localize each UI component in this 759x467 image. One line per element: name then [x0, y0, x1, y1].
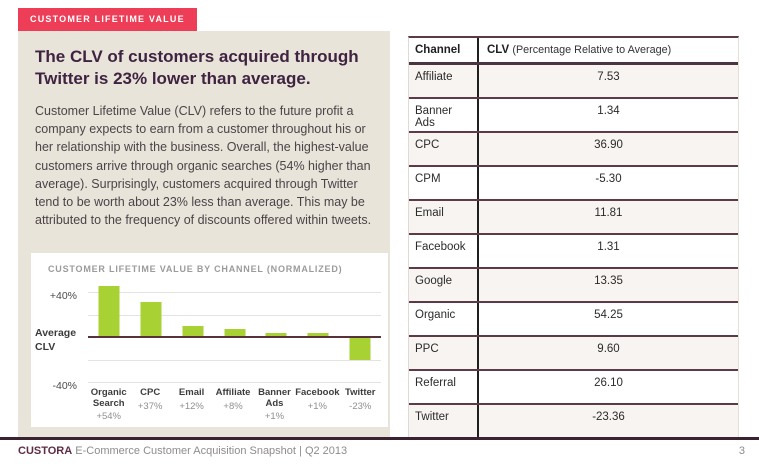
footer-divider [0, 437, 759, 440]
clv-cell: 7.53 [597, 71, 620, 83]
clv-cell: -5.30 [595, 173, 622, 185]
x-axis-label: CPC +37% [129, 387, 170, 422]
table-row: PPC 9.60 [409, 337, 738, 371]
table-header-row: Channel CLV (Percentage Relative to Aver… [409, 38, 738, 65]
clv-cell: 1.34 [597, 105, 620, 117]
table-row: Referral 26.10 [409, 371, 738, 405]
table-row: Facebook 1.31 [409, 235, 738, 269]
table-row: Twitter -23.36 [409, 405, 738, 439]
channel-cell: Facebook [409, 235, 479, 267]
table-row: CPM -5.30 [409, 167, 738, 201]
gridline [88, 292, 381, 293]
channel-cell: Email [409, 201, 479, 233]
chart-plot [88, 285, 381, 383]
category-value: -23% [349, 400, 372, 412]
category-value: +1% [307, 400, 327, 412]
zero-axis-line [88, 336, 381, 338]
table-row: CPC 36.90 [409, 133, 738, 167]
section-badge: CUSTOMER LIFETIME VALUE [18, 8, 197, 31]
category-name: CPC [140, 387, 161, 398]
brand-logo-text: CUSTORA [18, 445, 73, 457]
gridline [88, 359, 381, 361]
category-value: +12% [179, 400, 204, 412]
channel-cell: CPM [409, 167, 479, 199]
table-row: Banner Ads 1.34 [409, 99, 738, 133]
category-value: +1% [264, 411, 285, 422]
footer-caption: E-Commerce Customer Acquisition Snapshot… [75, 445, 348, 457]
chart-card: CUSTOMER LIFETIME VALUE BY CHANNEL (NORM… [31, 253, 388, 427]
page-number: 3 [738, 445, 745, 457]
table-row: Google 13.35 [409, 269, 738, 303]
chart-bar [349, 338, 371, 360]
summary-paragraph: Customer Lifetime Value (CLV) refers to … [35, 104, 372, 228]
channel-cell: Organic [409, 303, 479, 335]
clv-column-header: CLV (Percentage Relative to Average) [487, 44, 672, 56]
clv-cell: 54.25 [594, 309, 623, 321]
table-row: Organic 54.25 [409, 303, 738, 337]
chart-title: CUSTOMER LIFETIME VALUE BY CHANNEL (NORM… [48, 264, 343, 274]
summary-panel: The CLV of customers acquired through Tw… [18, 31, 390, 437]
chart-bars [88, 285, 381, 382]
category-name: Twitter [345, 387, 376, 398]
channel-column-header: Channel [409, 38, 479, 62]
bar-column [88, 285, 130, 382]
chart-x-labels: Organic Search +54% CPC +37% Email +12% Affili… [88, 387, 381, 422]
bar-column [172, 292, 214, 382]
y-axis-tick: -40% [52, 380, 77, 392]
bar-column [130, 292, 172, 382]
clv-header-note: (Percentage Relative to Average) [512, 44, 672, 56]
chart-bar [307, 333, 329, 337]
channel-cell: Affiliate [409, 65, 479, 97]
category-value: +8% [223, 400, 243, 412]
x-axis-label: Twitter -23% [340, 387, 381, 422]
chart-bar [98, 285, 120, 337]
page-title: The CLV of customers acquired through Tw… [35, 47, 359, 88]
channel-cell: PPC [409, 337, 479, 369]
chart-bar [265, 333, 287, 337]
gridline [88, 382, 381, 383]
x-axis-label: Organic Search +54% [88, 387, 129, 422]
clv-cell: 36.90 [594, 139, 623, 151]
channel-cell: Google [409, 269, 479, 301]
bar-column [214, 292, 256, 382]
clv-cell: 1.31 [597, 241, 620, 253]
chart-bar [182, 325, 204, 337]
channel-cell: Referral [409, 371, 479, 403]
category-name: Email [178, 387, 205, 398]
table-body: Affiliate 7.53 Banner Ads 1.34 CPC 36.90 CPM -5… [409, 65, 738, 439]
x-axis-label: Banner Ads +1% [254, 387, 295, 422]
chart-bar [224, 329, 245, 337]
category-name: Organic Search [90, 387, 127, 409]
channel-cell: Banner Ads [409, 99, 479, 131]
clv-cell: -23.36 [592, 411, 625, 423]
clv-table: Channel CLV (Percentage Relative to Aver… [408, 36, 739, 439]
channel-cell: Twitter [409, 405, 479, 437]
bar-column [255, 292, 297, 382]
clv-cell: 11.81 [594, 207, 623, 219]
gridline [88, 314, 381, 316]
footer: CUSTORA E-Commerce Customer Acquisition … [18, 445, 347, 457]
y-axis-tick: +40% [49, 290, 77, 302]
category-name: Banner Ads [258, 387, 291, 409]
clv-cell: 9.60 [597, 343, 620, 355]
x-axis-label: Email +12% [171, 387, 212, 422]
table-row: Affiliate 7.53 [409, 65, 738, 99]
clv-cell: 13.35 [594, 275, 623, 287]
channel-cell: CPC [409, 133, 479, 165]
table-row: Email 11.81 [409, 201, 738, 235]
category-value: +54% [96, 411, 121, 422]
x-axis-label: Facebook +1% [295, 387, 340, 422]
category-name: Affiliate [215, 387, 251, 398]
category-name: Facebook [295, 387, 340, 398]
average-clv-label: Average CLV [35, 327, 77, 353]
bar-column [297, 292, 339, 382]
chart-bar [140, 301, 162, 337]
x-axis-label: Affiliate +8% [212, 387, 253, 422]
category-value: +37% [137, 400, 163, 412]
clv-cell: 26.10 [594, 377, 623, 389]
bar-column [339, 292, 381, 382]
